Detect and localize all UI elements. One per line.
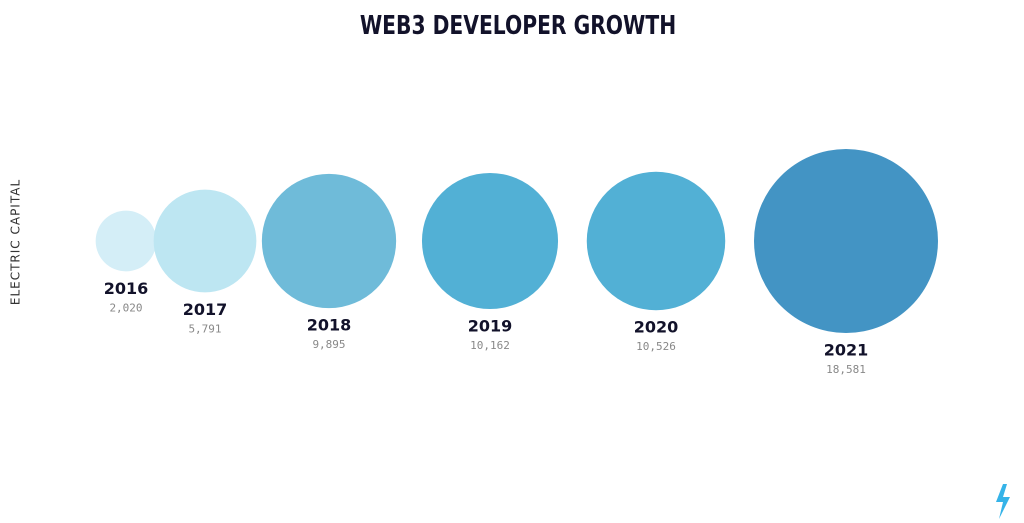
chart-title: WEB3 DEVELOPER GROWTH bbox=[360, 11, 676, 41]
brand: ELECTRIC CAPITAL bbox=[9, 179, 23, 305]
bubble bbox=[754, 149, 938, 333]
value-label: 9,895 bbox=[312, 338, 345, 351]
year-label: 2018 bbox=[307, 316, 352, 335]
value-label: 10,162 bbox=[470, 339, 510, 352]
bubble bbox=[153, 189, 257, 293]
year-label: 2019 bbox=[468, 317, 513, 336]
bubble bbox=[421, 172, 559, 310]
value-label: 5,791 bbox=[188, 322, 221, 335]
value-label: 2,020 bbox=[109, 301, 142, 314]
bubble bbox=[586, 171, 726, 311]
value-label: 18,581 bbox=[826, 363, 866, 376]
bubble bbox=[261, 173, 397, 309]
year-label: 2021 bbox=[824, 341, 869, 360]
bubble bbox=[95, 210, 157, 272]
year-label: 2017 bbox=[183, 300, 228, 319]
year-label: 2016 bbox=[104, 279, 149, 298]
value-label: 10,526 bbox=[636, 340, 676, 353]
logo-bolt bbox=[996, 484, 1010, 519]
year-label: 2020 bbox=[634, 318, 679, 337]
